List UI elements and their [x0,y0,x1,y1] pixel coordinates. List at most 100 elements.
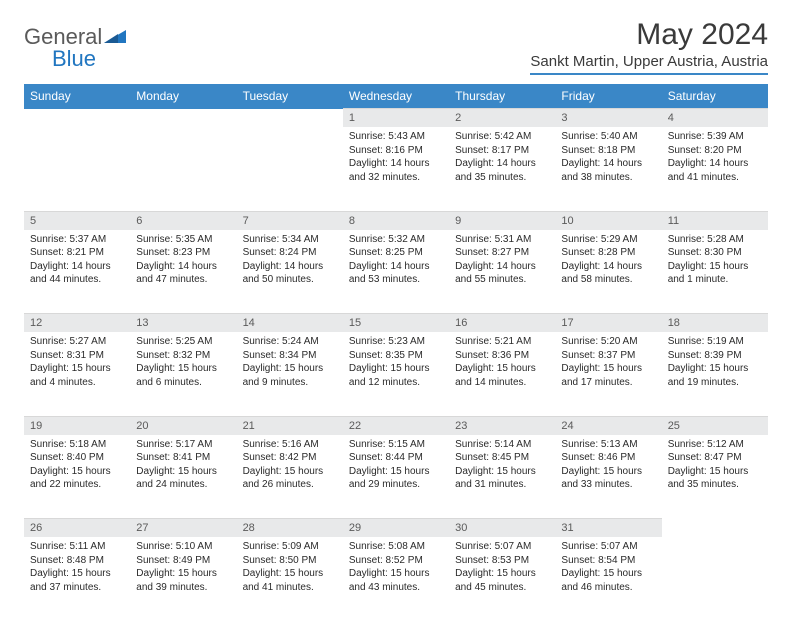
sunset-line: Sunset: 8:21 PM [30,246,124,260]
day-content-cell: Sunrise: 5:23 AMSunset: 8:35 PMDaylight:… [343,332,449,416]
day-content-cell: Sunrise: 5:35 AMSunset: 8:23 PMDaylight:… [130,230,236,314]
day-number-cell: 29 [343,519,449,538]
day-number-cell: 16 [449,314,555,333]
calendar-page: General Blue May 2024 Sankt Martin, Uppe… [0,0,792,639]
daylight-line: Daylight: 14 hours and 38 minutes. [561,157,655,184]
day-number-cell [130,109,236,128]
day-details: Sunrise: 5:28 AMSunset: 8:30 PMDaylight:… [662,230,768,293]
day-number-cell: 4 [662,109,768,128]
day-content-row: Sunrise: 5:37 AMSunset: 8:21 PMDaylight:… [24,230,768,314]
day-number-cell: 10 [555,211,661,230]
sunrise-line: Sunrise: 5:16 AM [243,438,337,452]
day-content-cell: Sunrise: 5:08 AMSunset: 8:52 PMDaylight:… [343,537,449,621]
day-details: Sunrise: 5:42 AMSunset: 8:17 PMDaylight:… [449,127,555,190]
day-content-cell: Sunrise: 5:11 AMSunset: 8:48 PMDaylight:… [24,537,130,621]
sunset-line: Sunset: 8:53 PM [455,554,549,568]
weekday-header-row: SundayMondayTuesdayWednesdayThursdayFrid… [24,84,768,109]
day-number-row: 19202122232425 [24,416,768,435]
daylight-line: Daylight: 15 hours and 31 minutes. [455,465,549,492]
day-content-cell: Sunrise: 5:32 AMSunset: 8:25 PMDaylight:… [343,230,449,314]
month-title: May 2024 [530,18,768,51]
day-content-cell: Sunrise: 5:13 AMSunset: 8:46 PMDaylight:… [555,435,661,519]
day-details: Sunrise: 5:11 AMSunset: 8:48 PMDaylight:… [24,537,130,600]
day-number-cell: 5 [24,211,130,230]
weekday-header: Sunday [24,84,130,109]
day-details: Sunrise: 5:18 AMSunset: 8:40 PMDaylight:… [24,435,130,498]
daylight-line: Daylight: 15 hours and 12 minutes. [349,362,443,389]
day-content-cell: Sunrise: 5:29 AMSunset: 8:28 PMDaylight:… [555,230,661,314]
day-details: Sunrise: 5:37 AMSunset: 8:21 PMDaylight:… [24,230,130,293]
sunrise-line: Sunrise: 5:15 AM [349,438,443,452]
day-number-cell [662,519,768,538]
daylight-line: Daylight: 15 hours and 39 minutes. [136,567,230,594]
day-details: Sunrise: 5:09 AMSunset: 8:50 PMDaylight:… [237,537,343,600]
sunrise-line: Sunrise: 5:42 AM [455,130,549,144]
daylight-line: Daylight: 15 hours and 14 minutes. [455,362,549,389]
sunrise-line: Sunrise: 5:39 AM [668,130,762,144]
day-details: Sunrise: 5:10 AMSunset: 8:49 PMDaylight:… [130,537,236,600]
sunset-line: Sunset: 8:34 PM [243,349,337,363]
day-details: Sunrise: 5:39 AMSunset: 8:20 PMDaylight:… [662,127,768,190]
sunrise-line: Sunrise: 5:09 AM [243,540,337,554]
sunrise-line: Sunrise: 5:10 AM [136,540,230,554]
sunrise-line: Sunrise: 5:34 AM [243,233,337,247]
sunset-line: Sunset: 8:32 PM [136,349,230,363]
day-content-cell: Sunrise: 5:15 AMSunset: 8:44 PMDaylight:… [343,435,449,519]
day-content-cell: Sunrise: 5:37 AMSunset: 8:21 PMDaylight:… [24,230,130,314]
daylight-line: Daylight: 14 hours and 58 minutes. [561,260,655,287]
day-number-cell: 22 [343,416,449,435]
day-details: Sunrise: 5:24 AMSunset: 8:34 PMDaylight:… [237,332,343,395]
day-number-cell [24,109,130,128]
daylight-line: Daylight: 15 hours and 37 minutes. [30,567,124,594]
day-details: Sunrise: 5:19 AMSunset: 8:39 PMDaylight:… [662,332,768,395]
daylight-line: Daylight: 15 hours and 6 minutes. [136,362,230,389]
sunrise-line: Sunrise: 5:24 AM [243,335,337,349]
sunrise-line: Sunrise: 5:08 AM [349,540,443,554]
daylight-line: Daylight: 15 hours and 9 minutes. [243,362,337,389]
day-number-cell: 17 [555,314,661,333]
weekday-header: Saturday [662,84,768,109]
day-details: Sunrise: 5:07 AMSunset: 8:54 PMDaylight:… [555,537,661,600]
day-number-row: 1234 [24,109,768,128]
sunset-line: Sunset: 8:37 PM [561,349,655,363]
day-details: Sunrise: 5:31 AMSunset: 8:27 PMDaylight:… [449,230,555,293]
sunset-line: Sunset: 8:49 PM [136,554,230,568]
daylight-line: Daylight: 15 hours and 1 minute. [668,260,762,287]
day-content-row: Sunrise: 5:27 AMSunset: 8:31 PMDaylight:… [24,332,768,416]
day-content-cell [24,127,130,211]
day-content-cell [130,127,236,211]
day-content-cell: Sunrise: 5:34 AMSunset: 8:24 PMDaylight:… [237,230,343,314]
daylight-line: Daylight: 15 hours and 26 minutes. [243,465,337,492]
daylight-line: Daylight: 15 hours and 29 minutes. [349,465,443,492]
daylight-line: Daylight: 15 hours and 45 minutes. [455,567,549,594]
day-content-cell: Sunrise: 5:31 AMSunset: 8:27 PMDaylight:… [449,230,555,314]
day-content-cell: Sunrise: 5:20 AMSunset: 8:37 PMDaylight:… [555,332,661,416]
sunset-line: Sunset: 8:25 PM [349,246,443,260]
day-number-cell: 25 [662,416,768,435]
day-number-cell: 19 [24,416,130,435]
day-content-cell: Sunrise: 5:09 AMSunset: 8:50 PMDaylight:… [237,537,343,621]
sunrise-line: Sunrise: 5:23 AM [349,335,443,349]
sunrise-line: Sunrise: 5:19 AM [668,335,762,349]
day-number-cell: 1 [343,109,449,128]
day-number-cell: 28 [237,519,343,538]
daylight-line: Daylight: 15 hours and 33 minutes. [561,465,655,492]
day-content-cell: Sunrise: 5:39 AMSunset: 8:20 PMDaylight:… [662,127,768,211]
sunrise-line: Sunrise: 5:35 AM [136,233,230,247]
day-content-cell: Sunrise: 5:18 AMSunset: 8:40 PMDaylight:… [24,435,130,519]
sunrise-line: Sunrise: 5:20 AM [561,335,655,349]
sunset-line: Sunset: 8:40 PM [30,451,124,465]
daylight-line: Daylight: 14 hours and 53 minutes. [349,260,443,287]
daylight-line: Daylight: 14 hours and 41 minutes. [668,157,762,184]
day-number-cell: 26 [24,519,130,538]
day-content-row: Sunrise: 5:43 AMSunset: 8:16 PMDaylight:… [24,127,768,211]
sunrise-line: Sunrise: 5:27 AM [30,335,124,349]
sunrise-line: Sunrise: 5:29 AM [561,233,655,247]
sunset-line: Sunset: 8:30 PM [668,246,762,260]
day-content-row: Sunrise: 5:11 AMSunset: 8:48 PMDaylight:… [24,537,768,621]
sunset-line: Sunset: 8:44 PM [349,451,443,465]
day-content-cell: Sunrise: 5:25 AMSunset: 8:32 PMDaylight:… [130,332,236,416]
sunset-line: Sunset: 8:41 PM [136,451,230,465]
day-details: Sunrise: 5:17 AMSunset: 8:41 PMDaylight:… [130,435,236,498]
day-number-cell: 8 [343,211,449,230]
